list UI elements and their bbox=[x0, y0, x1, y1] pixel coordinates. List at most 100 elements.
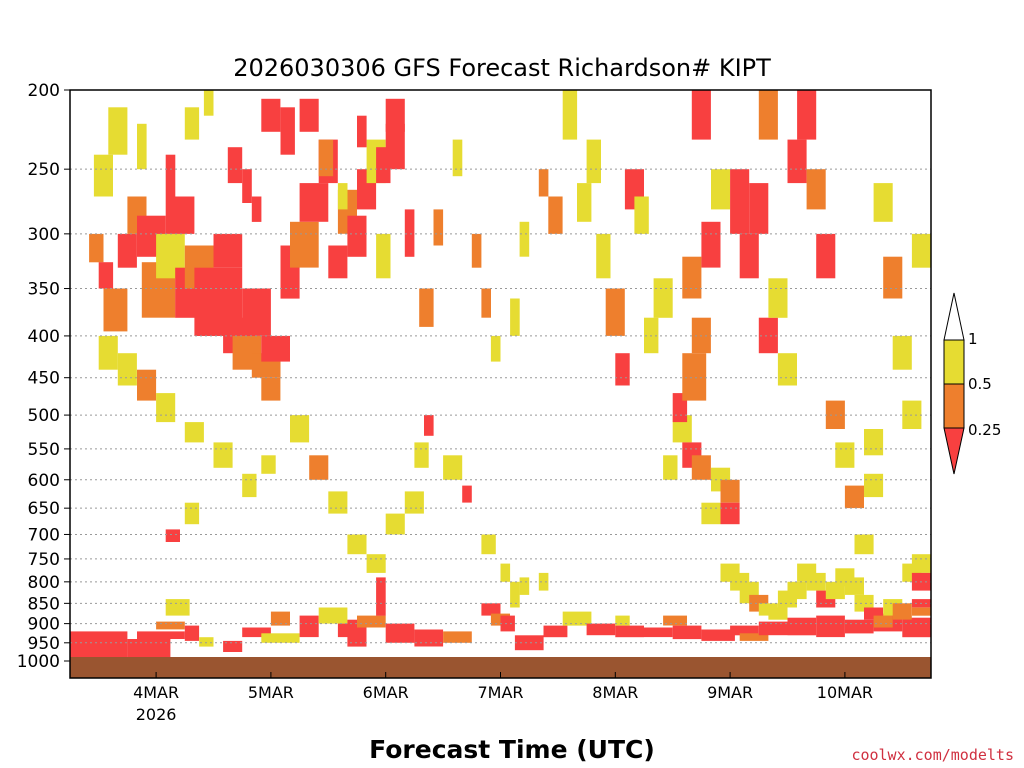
ri-cell-173 bbox=[701, 502, 721, 525]
ri-cell-2 bbox=[137, 631, 185, 639]
ri-cell-36 bbox=[758, 621, 788, 636]
ri-cell-158 bbox=[806, 169, 826, 210]
ri-cell-187 bbox=[844, 577, 864, 595]
ri-cell-88 bbox=[337, 183, 348, 210]
ri-cell-151 bbox=[749, 183, 769, 234]
x-tick-label-3: 7MAR bbox=[477, 683, 523, 702]
x-tick-label-5: 9MAR bbox=[707, 683, 753, 702]
ri-cell-112 bbox=[519, 577, 530, 595]
ri-cell-87 bbox=[318, 139, 334, 177]
y-axis: 200 250 300 350 400 450 500 550 600 650 700 750 8008… bbox=[17, 81, 70, 672]
ri-cell-39 bbox=[844, 619, 874, 634]
ri-cell-126 bbox=[548, 196, 563, 234]
ri-cell-75 bbox=[93, 154, 113, 197]
ri-cell-29 bbox=[615, 615, 630, 626]
ri-cell-1 bbox=[127, 639, 171, 658]
ri-cell-10 bbox=[270, 611, 290, 626]
colorbar-mid-swatch bbox=[943, 383, 965, 429]
ri-cell-16 bbox=[376, 577, 386, 616]
y-tick-label-800: 800 bbox=[28, 573, 60, 593]
ri-cell-143 bbox=[701, 221, 721, 268]
ri-cell-27 bbox=[586, 623, 616, 636]
ri-cell-33 bbox=[701, 629, 735, 641]
ri-cell-82 bbox=[242, 169, 252, 203]
credit-text[interactable]: coolwx.com/modelts bbox=[851, 746, 1014, 764]
ri-cell-73 bbox=[404, 209, 415, 257]
ground-surface bbox=[70, 657, 931, 678]
ri-cell-90 bbox=[376, 147, 391, 184]
ri-cell-192 bbox=[892, 603, 912, 620]
ri-cell-78 bbox=[165, 154, 176, 197]
y-tick-label-350: 350 bbox=[28, 280, 60, 300]
ri-cell-128 bbox=[577, 183, 592, 222]
chart-title: 2026030306 GFS Forecast Richardson# KIPT bbox=[233, 54, 771, 82]
ri-cell-165 bbox=[864, 473, 884, 498]
ri-cell-76 bbox=[108, 107, 128, 155]
ri-cell-66 bbox=[328, 245, 348, 279]
ri-cell-20 bbox=[481, 603, 501, 616]
ri-cell-97 bbox=[213, 442, 233, 468]
ri-cell-118 bbox=[433, 209, 444, 246]
ri-cell-43 bbox=[911, 607, 931, 616]
ri-cell-164 bbox=[864, 429, 884, 456]
ri-cell-47 bbox=[117, 233, 137, 268]
y-tick-label-1000: 1000 bbox=[17, 652, 60, 672]
ri-cell-123 bbox=[510, 298, 520, 336]
ri-cell-6 bbox=[199, 637, 214, 647]
y-tick-label-300: 300 bbox=[28, 225, 60, 245]
colorbar-top-arrow bbox=[943, 292, 965, 341]
ri-cell-121 bbox=[481, 288, 491, 318]
ri-cell-19 bbox=[443, 631, 472, 643]
ri-cell-167 bbox=[883, 256, 903, 299]
ri-cell-148 bbox=[720, 502, 740, 525]
ri-cell-22 bbox=[500, 615, 515, 632]
y-tick-label-550: 550 bbox=[28, 440, 60, 460]
ri-cell-34 bbox=[730, 625, 759, 636]
ri-cell-24 bbox=[514, 635, 544, 651]
y-tick-label-900: 900 bbox=[28, 615, 60, 635]
colorbar-high-swatch bbox=[943, 339, 965, 385]
ri-cell-44 bbox=[89, 233, 104, 263]
ri-cell-161 bbox=[835, 442, 855, 468]
ri-cell-163 bbox=[854, 534, 874, 555]
ri-cell-181 bbox=[787, 581, 807, 600]
ri-cell-81 bbox=[227, 147, 243, 184]
ri-cell-93 bbox=[117, 353, 137, 386]
ri-cell-23 bbox=[510, 581, 520, 608]
ri-cell-134 bbox=[634, 196, 649, 234]
ri-cell-131 bbox=[605, 288, 625, 336]
ri-cell-108 bbox=[443, 455, 463, 480]
ri-cell-137 bbox=[663, 455, 678, 480]
ri-cell-122 bbox=[490, 335, 501, 362]
ri-cell-52 bbox=[165, 196, 195, 234]
y-tick-label-850: 850 bbox=[28, 594, 60, 614]
y-tick-label-450: 450 bbox=[28, 369, 60, 389]
x-tick-label-2: 6MAR bbox=[363, 683, 409, 702]
ri-cell-117 bbox=[261, 455, 276, 474]
ri-cell-179 bbox=[768, 607, 788, 620]
colorbar-label-0-5: 0.5 bbox=[968, 375, 992, 393]
ri-cell-3 bbox=[156, 621, 185, 630]
ri-cell-106 bbox=[414, 442, 429, 468]
ri-cell-188 bbox=[854, 594, 874, 612]
gridlines bbox=[70, 168, 931, 644]
ri-cell-157 bbox=[797, 90, 817, 140]
ri-cell-91 bbox=[385, 98, 405, 132]
ri-cell-105 bbox=[404, 491, 424, 514]
ri-cell-80 bbox=[203, 90, 214, 116]
ri-cell-68 bbox=[347, 215, 367, 257]
ri-cell-28 bbox=[615, 625, 644, 638]
y-tick-label-200: 200 bbox=[28, 81, 60, 101]
ri-cell-107 bbox=[424, 415, 434, 436]
ri-cell-145 bbox=[711, 169, 731, 210]
ri-cell-46 bbox=[103, 288, 128, 332]
ri-cell-94 bbox=[137, 369, 157, 401]
ri-cell-41 bbox=[902, 617, 931, 638]
ri-cell-84 bbox=[261, 98, 281, 132]
ri-cell-15 bbox=[357, 615, 386, 628]
ri-cell-162 bbox=[844, 485, 864, 509]
colorbar-legend: 1 0.5 0.25 bbox=[943, 292, 1001, 475]
ri-cell-109 bbox=[462, 485, 472, 503]
y-tick-label-650: 650 bbox=[28, 499, 60, 519]
ri-cell-155 bbox=[777, 353, 797, 386]
